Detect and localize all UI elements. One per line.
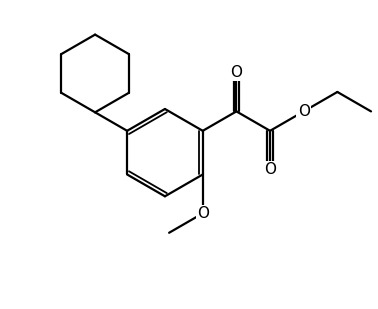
Text: O: O <box>231 65 242 80</box>
Text: O: O <box>264 162 276 177</box>
Text: O: O <box>298 104 310 119</box>
Text: O: O <box>197 206 209 221</box>
